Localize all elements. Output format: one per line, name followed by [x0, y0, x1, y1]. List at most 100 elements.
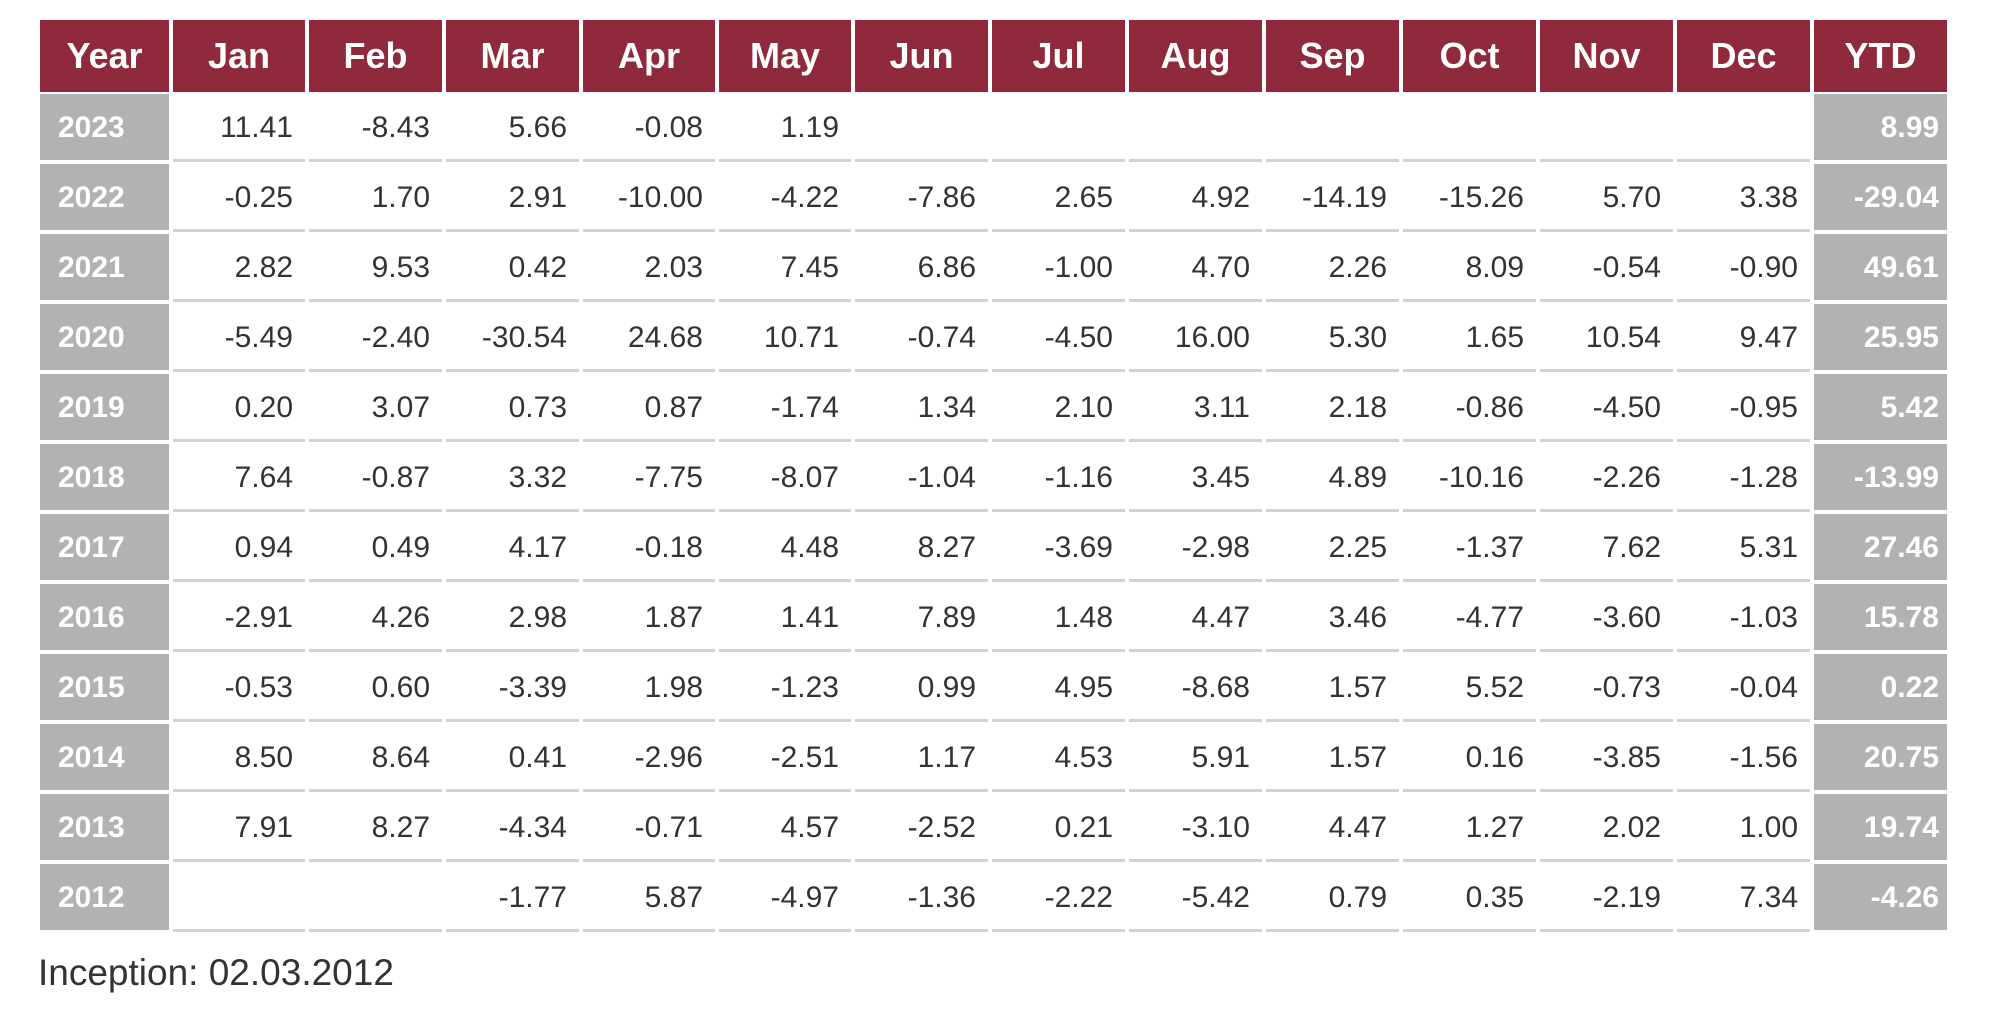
month-value-dec: -0.04: [1677, 654, 1810, 722]
month-value-sep: 2.18: [1266, 374, 1399, 442]
column-header-mar: Mar: [446, 20, 579, 92]
month-value-apr: -0.18: [583, 514, 715, 582]
ytd-value: 20.75: [1814, 724, 1947, 792]
month-value-may: -1.23: [719, 654, 851, 722]
month-value-nov: 10.54: [1540, 304, 1673, 372]
monthly-returns-table: Year Jan Feb Mar Apr May Jun Jul Aug Sep Oct Nov Dec…: [36, 18, 1951, 934]
month-value-jun: -0.74: [855, 304, 988, 372]
month-value-may: 1.41: [719, 584, 851, 652]
month-value-feb: 8.27: [309, 794, 442, 862]
month-value-mar: 4.17: [446, 514, 579, 582]
month-value-jul: [992, 94, 1125, 162]
month-value-apr: 0.87: [583, 374, 715, 442]
month-value-jun: 6.86: [855, 234, 988, 302]
month-value-mar: 5.66: [446, 94, 579, 162]
month-value-jul: -2.22: [992, 864, 1125, 932]
year-label: 2015: [40, 654, 169, 722]
month-value-nov: -0.54: [1540, 234, 1673, 302]
table-row: 2020 -5.49 -2.40 -30.54 24.68 10.71 -0.74 -4.50…: [40, 304, 1947, 372]
month-value-sep: 4.47: [1266, 794, 1399, 862]
month-value-sep: -14.19: [1266, 164, 1399, 232]
ytd-value: 49.61: [1814, 234, 1947, 302]
month-value-may: -2.51: [719, 724, 851, 792]
column-header-may: May: [719, 20, 851, 92]
month-value-sep: 2.26: [1266, 234, 1399, 302]
month-value-sep: [1266, 94, 1399, 162]
month-value-jun: -7.86: [855, 164, 988, 232]
month-value-mar: 0.42: [446, 234, 579, 302]
column-header-jan: Jan: [173, 20, 305, 92]
month-value-mar: 3.32: [446, 444, 579, 512]
column-header-jun: Jun: [855, 20, 988, 92]
month-value-may: -1.74: [719, 374, 851, 442]
year-label: 2020: [40, 304, 169, 372]
month-value-oct: -1.37: [1403, 514, 1536, 582]
month-value-sep: 0.79: [1266, 864, 1399, 932]
month-value-oct: -15.26: [1403, 164, 1536, 232]
ytd-value: 15.78: [1814, 584, 1947, 652]
month-value-oct: 1.65: [1403, 304, 1536, 372]
ytd-value: 8.99: [1814, 94, 1947, 162]
month-value-sep: 1.57: [1266, 654, 1399, 722]
month-value-mar: 2.98: [446, 584, 579, 652]
month-value-jul: -4.50: [992, 304, 1125, 372]
month-value-oct: [1403, 94, 1536, 162]
month-value-jul: 0.21: [992, 794, 1125, 862]
month-value-aug: 16.00: [1129, 304, 1262, 372]
month-value-oct: 8.09: [1403, 234, 1536, 302]
year-label: 2022: [40, 164, 169, 232]
ytd-value: -29.04: [1814, 164, 1947, 232]
month-value-feb: 0.49: [309, 514, 442, 582]
month-value-apr: -0.08: [583, 94, 715, 162]
table-row: 2019 0.20 3.07 0.73 0.87 -1.74 1.34 2.10 3.11 2.1…: [40, 374, 1947, 442]
month-value-aug: 4.47: [1129, 584, 1262, 652]
month-value-mar: 2.91: [446, 164, 579, 232]
month-value-dec: [1677, 94, 1810, 162]
month-value-jun: 1.17: [855, 724, 988, 792]
month-value-oct: -10.16: [1403, 444, 1536, 512]
month-value-nov: -2.19: [1540, 864, 1673, 932]
month-value-nov: -4.50: [1540, 374, 1673, 442]
year-label: 2019: [40, 374, 169, 442]
month-value-jan: 8.50: [173, 724, 305, 792]
month-value-apr: -10.00: [583, 164, 715, 232]
month-value-jan: -0.25: [173, 164, 305, 232]
month-value-mar: 0.73: [446, 374, 579, 442]
month-value-aug: -5.42: [1129, 864, 1262, 932]
year-label: 2018: [40, 444, 169, 512]
month-value-may: 10.71: [719, 304, 851, 372]
month-value-aug: 5.91: [1129, 724, 1262, 792]
month-value-feb: 0.60: [309, 654, 442, 722]
year-label: 2017: [40, 514, 169, 582]
column-header-ytd: YTD: [1814, 20, 1947, 92]
month-value-sep: 3.46: [1266, 584, 1399, 652]
month-value-nov: [1540, 94, 1673, 162]
month-value-aug: 4.70: [1129, 234, 1262, 302]
month-value-oct: 0.35: [1403, 864, 1536, 932]
month-value-jan: 0.20: [173, 374, 305, 442]
month-value-feb: -2.40: [309, 304, 442, 372]
month-value-may: -4.97: [719, 864, 851, 932]
month-value-may: -8.07: [719, 444, 851, 512]
month-value-feb: 3.07: [309, 374, 442, 442]
month-value-feb: 8.64: [309, 724, 442, 792]
ytd-value: -13.99: [1814, 444, 1947, 512]
month-value-jan: 7.64: [173, 444, 305, 512]
month-value-dec: -0.90: [1677, 234, 1810, 302]
table-body: 2023 11.41 -8.43 5.66 -0.08 1.19 8.99 2022 -0.25…: [40, 94, 1947, 932]
month-value-jul: 2.65: [992, 164, 1125, 232]
column-header-jul: Jul: [992, 20, 1125, 92]
month-value-jun: 8.27: [855, 514, 988, 582]
year-label: 2021: [40, 234, 169, 302]
month-value-dec: -1.28: [1677, 444, 1810, 512]
month-value-dec: 7.34: [1677, 864, 1810, 932]
month-value-aug: -8.68: [1129, 654, 1262, 722]
month-value-jan: 0.94: [173, 514, 305, 582]
month-value-may: 7.45: [719, 234, 851, 302]
month-value-oct: 5.52: [1403, 654, 1536, 722]
month-value-jul: -1.00: [992, 234, 1125, 302]
month-value-nov: 7.62: [1540, 514, 1673, 582]
month-value-jul: 4.95: [992, 654, 1125, 722]
month-value-nov: -0.73: [1540, 654, 1673, 722]
table-row: 2021 2.82 9.53 0.42 2.03 7.45 6.86 -1.00 4.70 2.2…: [40, 234, 1947, 302]
